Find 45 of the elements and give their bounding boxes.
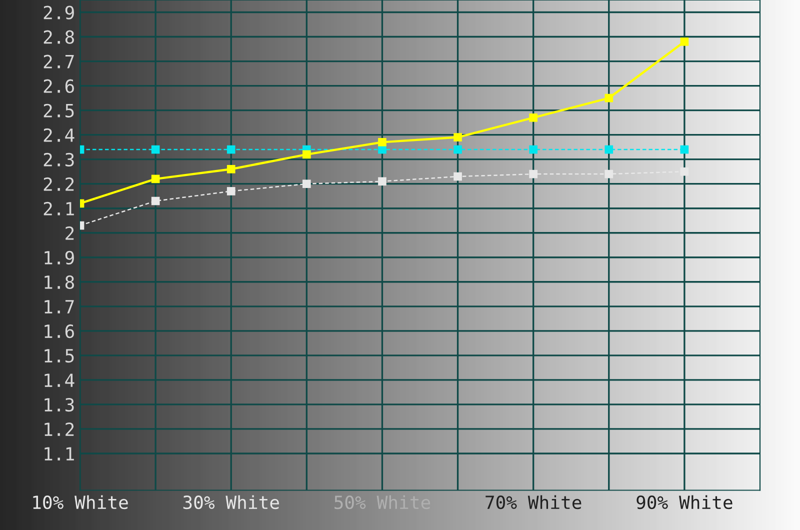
- y-tick-label: 2.3: [44, 152, 74, 166]
- point: [226, 164, 236, 174]
- y-tick-label: 2.7: [44, 54, 74, 68]
- y-tick-label: 1.9: [44, 250, 74, 265]
- y-tick-label: 2.8: [44, 30, 74, 44]
- point: [680, 167, 689, 176]
- y-tick-label: 1.3: [44, 398, 74, 412]
- point: [302, 150, 311, 159]
- point: [529, 145, 538, 154]
- y-tick-label: 2.1: [44, 202, 74, 216]
- x-tick-label: 90% White: [636, 495, 732, 510]
- y-tick-label: 1.2: [44, 422, 74, 436]
- y-tick-label: 1.8: [44, 275, 74, 290]
- point: [529, 113, 538, 122]
- y-tick-label: 2.6: [44, 79, 74, 93]
- y-tick-label: 2: [66, 226, 74, 240]
- y-tick-label: 1.7: [44, 300, 74, 314]
- point: [226, 187, 236, 196]
- y-tick-label: 2.4: [44, 128, 74, 142]
- x-tick-label: 10% White: [33, 495, 128, 510]
- y-tick-label: 2.9: [44, 6, 74, 20]
- point: [302, 180, 311, 188]
- y-tick-label: 1.1: [44, 447, 74, 460]
- point: [151, 196, 160, 206]
- x-tick-label: 70% White: [486, 495, 582, 510]
- y-tick-label: 1.5: [44, 349, 74, 363]
- point: [151, 145, 160, 154]
- x-tick-label: 30% White: [183, 495, 279, 510]
- point: [378, 177, 386, 186]
- point: [604, 170, 614, 178]
- point: [151, 174, 160, 184]
- point: [604, 94, 614, 102]
- y-tick-label: 1.4: [44, 374, 74, 387]
- point: [454, 172, 462, 181]
- point: [454, 133, 462, 142]
- point: [226, 145, 236, 154]
- point: [680, 38, 689, 46]
- y-tick-label: 1.6: [44, 324, 74, 338]
- point: [378, 138, 386, 146]
- point: [529, 170, 538, 178]
- y-tick-label: 2.5: [44, 104, 74, 118]
- point: [680, 145, 689, 154]
- point: [604, 145, 614, 154]
- point: [454, 145, 462, 154]
- y-tick-label: 2.2: [44, 177, 74, 191]
